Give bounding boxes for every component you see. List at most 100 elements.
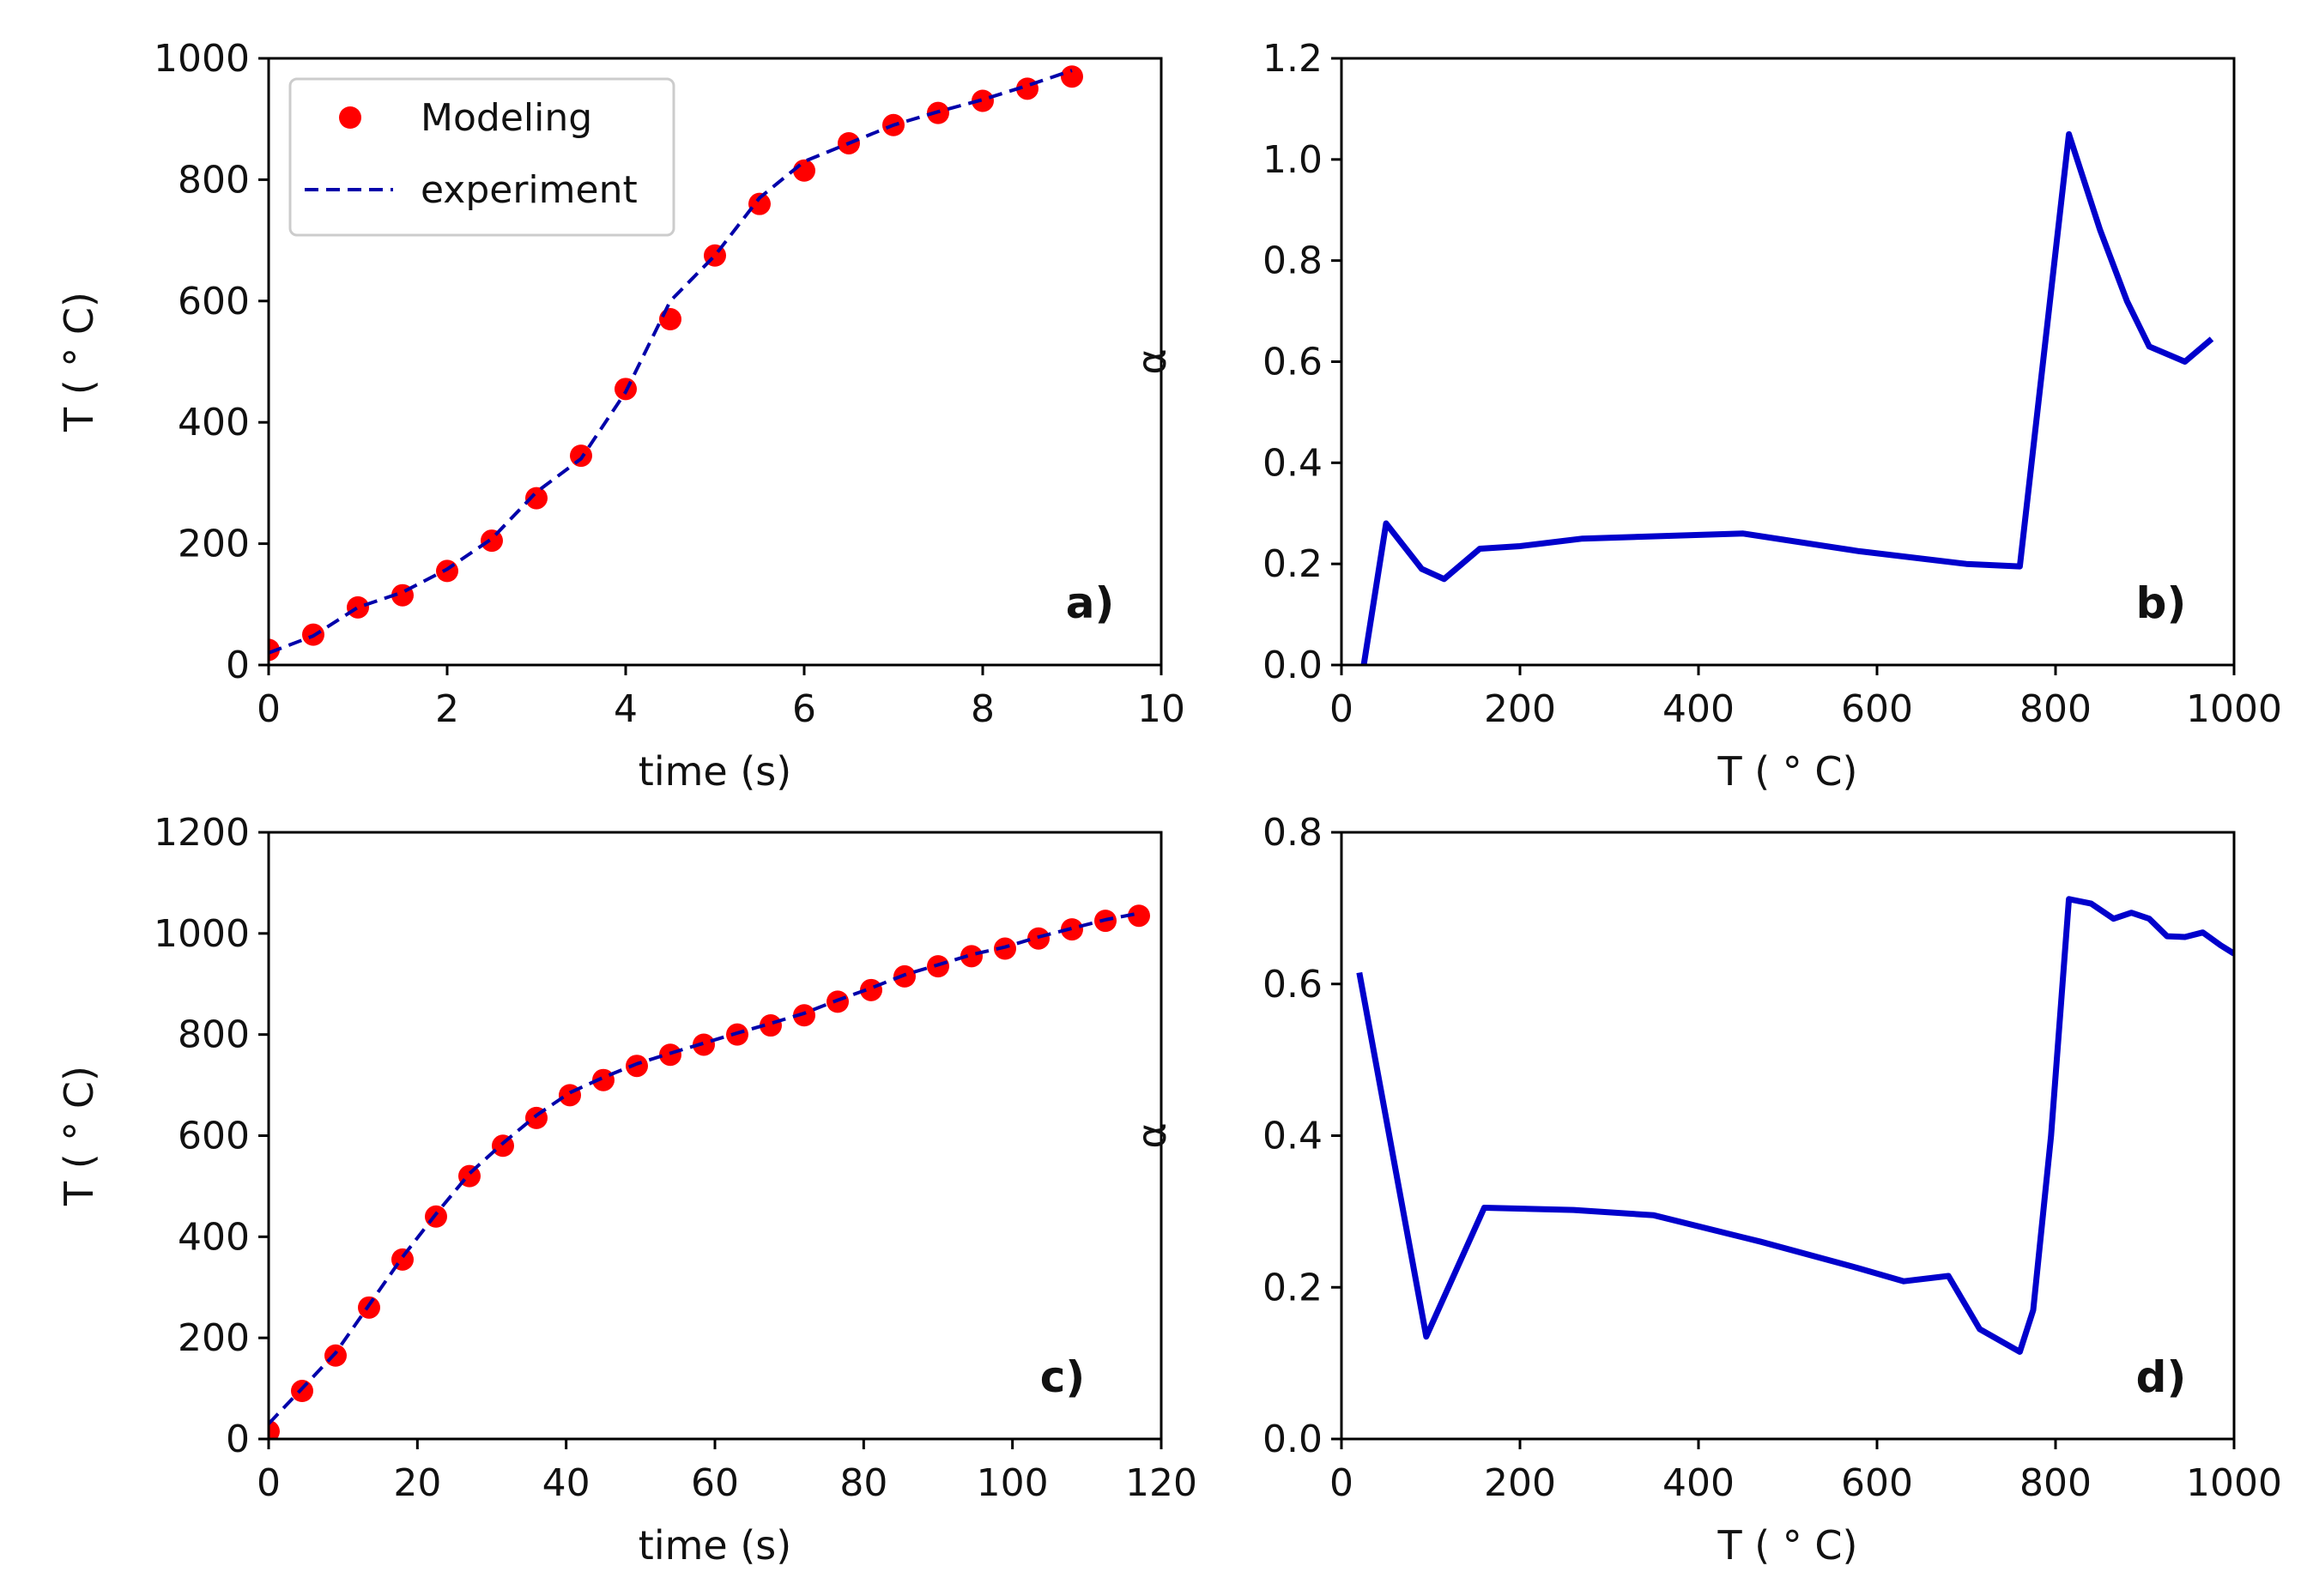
x-axis-label: T ( ° C) — [1717, 1522, 1858, 1569]
data-point-modeling — [793, 159, 815, 182]
x-tick-label: 600 — [1841, 1461, 1913, 1505]
x-tick-label: 20 — [393, 1461, 441, 1505]
y-tick-label: 0.8 — [1262, 811, 1323, 855]
y-tick-label: 0 — [226, 644, 250, 687]
y-tick-label: 0.6 — [1262, 341, 1323, 384]
x-tick-label: 0 — [257, 1461, 281, 1505]
legend-frame — [288, 77, 675, 237]
panel-label: b) — [2136, 578, 2187, 628]
data-point-modeling — [793, 1004, 815, 1027]
data-point-modeling — [693, 1033, 715, 1056]
y-tick-label: 1.0 — [1262, 138, 1323, 182]
x-tick-label: 2 — [435, 687, 459, 731]
legend-marker-modeling — [339, 106, 361, 129]
x-tick-label: 200 — [1484, 687, 1556, 731]
x-tick-label: 60 — [691, 1461, 739, 1505]
y-tick-label: 400 — [178, 1215, 250, 1259]
data-point-modeling — [1128, 904, 1150, 928]
series-line-experiment — [269, 911, 1140, 1425]
data-point-modeling — [960, 945, 983, 968]
y-tick-label: 0.0 — [1262, 1418, 1323, 1461]
series-line-alpha — [1356, 896, 2234, 1355]
y-tick-label: 600 — [178, 280, 250, 323]
plot-area — [269, 65, 1083, 662]
data-point-modeling — [525, 487, 548, 510]
y-tick-label: 400 — [178, 401, 250, 444]
y-tick-label: 0.8 — [1262, 239, 1323, 283]
data-point-modeling — [269, 1420, 280, 1439]
x-tick-label: 0 — [257, 687, 281, 731]
axes-frame — [1340, 57, 2236, 667]
y-tick-label: 0 — [226, 1418, 250, 1461]
x-axis-label: time (s) — [639, 1522, 791, 1569]
y-tick-label: 0.2 — [1262, 1266, 1323, 1309]
plot-area — [1356, 896, 2234, 1355]
panel-d-alpha-vs-temperature: 0 200 400 600 800 1000 0.0 0.2 0.4 0.6 0.8 T ( ° C)… — [1129, 811, 2282, 1569]
x-tick-label: 400 — [1662, 687, 1735, 731]
y-tick-label: 200 — [178, 1316, 250, 1360]
x-tick-label: 600 — [1841, 687, 1913, 731]
y-tick-label: 1000 — [154, 37, 250, 81]
series-line-alpha — [1360, 130, 2214, 665]
panel-c-temperature-vs-time: 0 20 40 60 80 100 120020040060080010001200time… — [56, 811, 1197, 1569]
axes-frame — [267, 57, 1163, 667]
axes-frame — [1340, 831, 2236, 1441]
x-tick-label: 40 — [542, 1461, 590, 1505]
x-axis-label: time (s) — [639, 748, 791, 795]
y-axis-label: α — [1129, 348, 1175, 374]
x-tick-label: 120 — [1125, 1461, 1197, 1505]
y-tick-label: 200 — [178, 523, 250, 566]
series-line-experiment — [269, 69, 1073, 655]
y-tick-label: 1200 — [154, 811, 250, 855]
x-tick-label: 0 — [1329, 687, 1353, 731]
y-tick-label: 0.6 — [1262, 963, 1323, 1007]
y-tick-label: 1.2 — [1262, 37, 1323, 81]
plot-area — [1360, 130, 2214, 665]
panel-label: a) — [1066, 578, 1115, 628]
y-tick-label: 0.4 — [1262, 1115, 1323, 1158]
x-tick-label: 10 — [1137, 687, 1185, 731]
y-tick-label: 1000 — [154, 912, 250, 956]
data-point-modeling — [324, 1344, 347, 1367]
x-tick-label: 1000 — [2186, 687, 2282, 731]
data-point-modeling — [347, 595, 369, 619]
x-tick-label: 6 — [792, 687, 816, 731]
x-axis-label: T ( ° C) — [1717, 748, 1858, 795]
x-tick-label: 8 — [971, 687, 995, 731]
x-tick-label: 800 — [2019, 1461, 2092, 1505]
data-point-modeling — [659, 308, 681, 331]
x-tick-label: 0 — [1329, 1461, 1353, 1505]
x-tick-label: 200 — [1484, 1461, 1556, 1505]
axes-frame — [267, 831, 1163, 1441]
legend: Modeling experiment — [288, 77, 675, 237]
data-point-modeling — [1061, 65, 1083, 88]
y-tick-label: 800 — [178, 158, 250, 202]
panel-label: c) — [1040, 1352, 1086, 1402]
panel-label: d) — [2136, 1352, 2187, 1402]
data-point-modeling — [291, 1380, 313, 1403]
x-tick-label: 400 — [1662, 1461, 1735, 1505]
data-point-modeling — [972, 89, 994, 112]
x-tick-label: 80 — [839, 1461, 887, 1505]
y-axis-label: T ( ° C) — [56, 292, 102, 432]
y-axis-label: α — [1129, 1122, 1175, 1148]
x-tick-label: 4 — [614, 687, 638, 731]
y-tick-label: 0.2 — [1262, 542, 1323, 586]
x-tick-label: 100 — [977, 1461, 1049, 1505]
legend-label: experiment — [421, 168, 638, 212]
x-tick-label: 1000 — [2186, 1461, 2282, 1505]
data-point-modeling — [1061, 918, 1083, 941]
y-tick-label: 0.0 — [1262, 644, 1323, 687]
y-axis-label: T ( ° C) — [56, 1066, 102, 1206]
y-tick-label: 0.4 — [1262, 441, 1323, 485]
y-tick-label: 600 — [178, 1115, 250, 1158]
y-tick-label: 800 — [178, 1013, 250, 1057]
panel-b-alpha-vs-temperature: 0 200 400 600 800 1000 0.0 0.2 0.4 0.6 0.8 1.0 1.2 T … — [1129, 37, 2282, 795]
data-point-modeling — [760, 1014, 782, 1037]
x-tick-label: 800 — [2019, 687, 2092, 731]
panel-a-temperature-vs-time: 0 2 4 6 8 10 0 200 400 600 800 1000 time (s) T ( ° C)… — [56, 37, 1185, 795]
legend-label: Modeling — [421, 96, 592, 140]
data-point-modeling — [626, 1055, 648, 1078]
data-point-modeling — [748, 192, 771, 215]
